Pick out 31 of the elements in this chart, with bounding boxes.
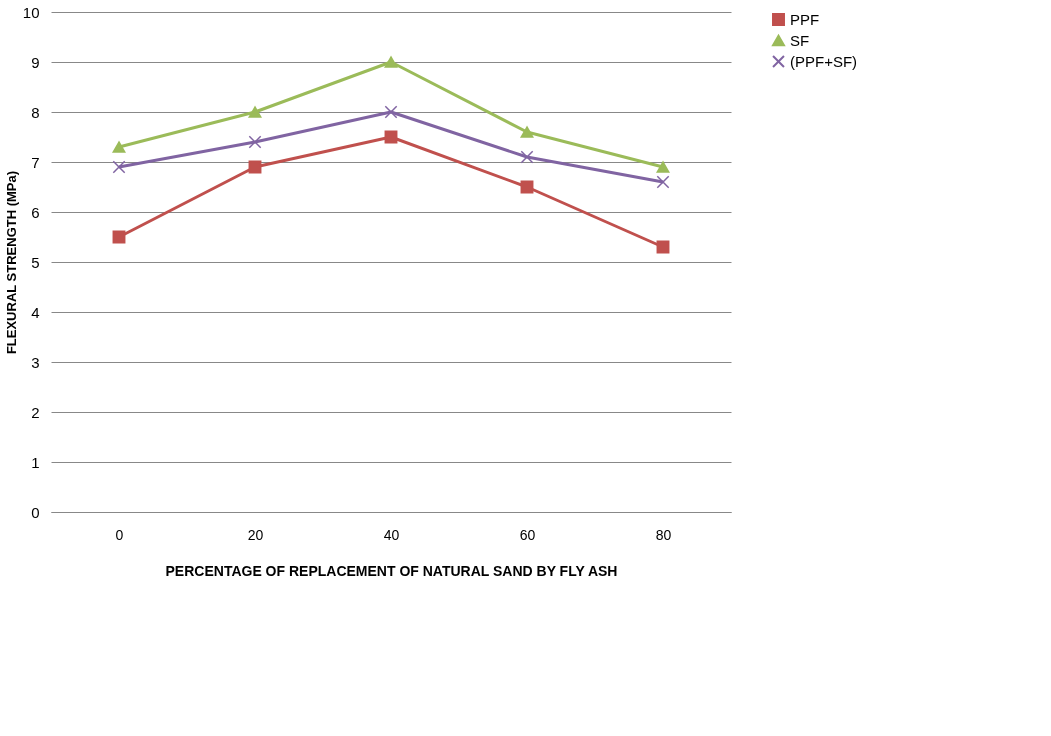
point <box>520 150 534 164</box>
point <box>520 126 534 138</box>
x-tick-label: 20 <box>247 526 264 543</box>
y-axis-title: FLEXURAL STRENGTH (MPa) <box>3 170 19 355</box>
legend-label: (PPF+SF) <box>790 52 858 70</box>
y-tick-label: 4 <box>31 303 40 321</box>
y-tick-label: 5 <box>31 253 40 271</box>
y-tick-label: 10 <box>22 3 40 21</box>
point <box>112 141 126 153</box>
point <box>656 175 670 189</box>
x-axis-title: PERCENTAGE OF REPLACEMENT OF NATURAL SAND BY FLY ASH <box>165 562 618 579</box>
y-tick-label: 1 <box>31 453 40 471</box>
x-tick-label: 80 <box>655 526 672 543</box>
legend-label: PPF <box>790 10 820 28</box>
point <box>248 135 262 149</box>
point <box>384 105 398 119</box>
x-tick-label: 0 <box>115 526 124 543</box>
y-tick-label: 6 <box>31 203 40 221</box>
x-tick-label: 60 <box>519 526 536 543</box>
point <box>248 106 262 118</box>
y-tick-label: 0 <box>31 503 40 521</box>
legend-label: SF <box>790 31 810 49</box>
y-tick-label: 2 <box>31 403 40 421</box>
y-tick-label: 3 <box>31 353 40 371</box>
point <box>384 56 398 68</box>
point <box>112 160 126 174</box>
y-tick-label: 7 <box>31 153 40 171</box>
point <box>656 161 670 173</box>
x-tick-label: 40 <box>383 526 400 543</box>
y-tick-label: 9 <box>31 53 40 71</box>
y-tick-label: 8 <box>31 103 40 121</box>
